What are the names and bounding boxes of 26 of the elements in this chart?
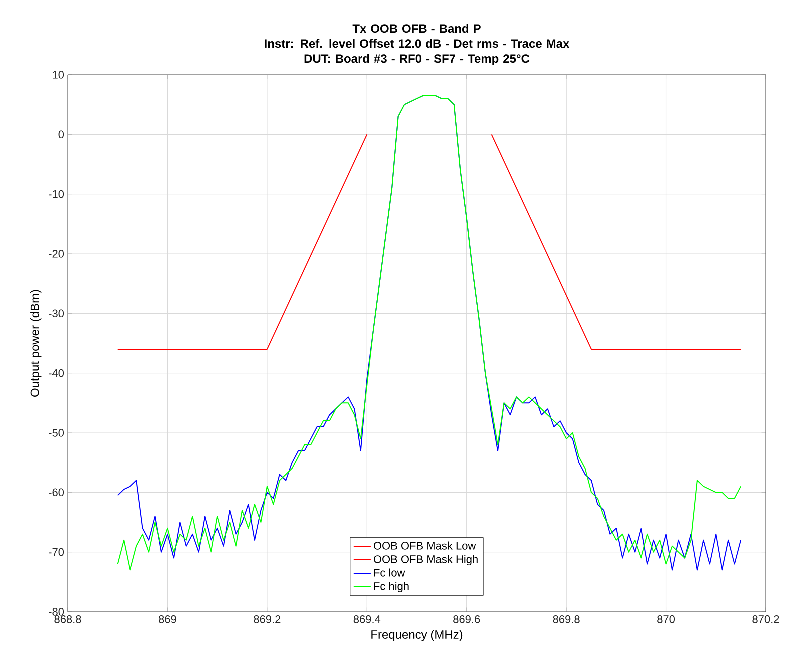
y-tick-label: -30	[49, 310, 64, 318]
y-tick-label: -40	[49, 369, 64, 378]
x-tick-label: 869	[159, 616, 176, 624]
x-tick-label: 869.6	[454, 616, 480, 624]
x-tick-label: 869.2	[254, 616, 281, 624]
x-tick-label: 869.8	[553, 616, 580, 624]
legend-label: Fc high	[374, 582, 409, 592]
x-tick-label: 870.2	[752, 616, 780, 624]
chart-title: Tx OOB OFB - Band P	[352, 24, 481, 34]
legend-label: OOB OFB Mask Low	[374, 542, 476, 550]
legend-label: Fc low	[374, 568, 406, 577]
y-tick-label: -20	[49, 250, 64, 258]
chart-subtitle: Instr: Ref. level Offset 12.0 dB - Det rms - Trace Max DUT: Board #3 - RF0 - SF7 - Temp 25°C	[265, 39, 570, 66]
y-tick-label: -50	[49, 429, 64, 437]
y-tick-label: 10	[53, 71, 64, 79]
legend-label: OOB OFB Mask High	[374, 555, 478, 566]
y-tick-label: -80	[49, 608, 64, 616]
x-tick-label: 869.4	[354, 616, 381, 624]
x-tick-label: 870	[658, 616, 676, 624]
y-tick-label: 0	[58, 130, 64, 139]
y-tick-label: -60	[49, 488, 64, 497]
y-tick-label: -10	[49, 190, 64, 198]
x-tick-label: 868.8	[54, 616, 82, 624]
y-axis-title: Output power (dBm)	[30, 290, 42, 397]
x-axis-title: Frequency (MHz)	[372, 630, 463, 642]
y-tick-label: -70	[49, 548, 64, 556]
